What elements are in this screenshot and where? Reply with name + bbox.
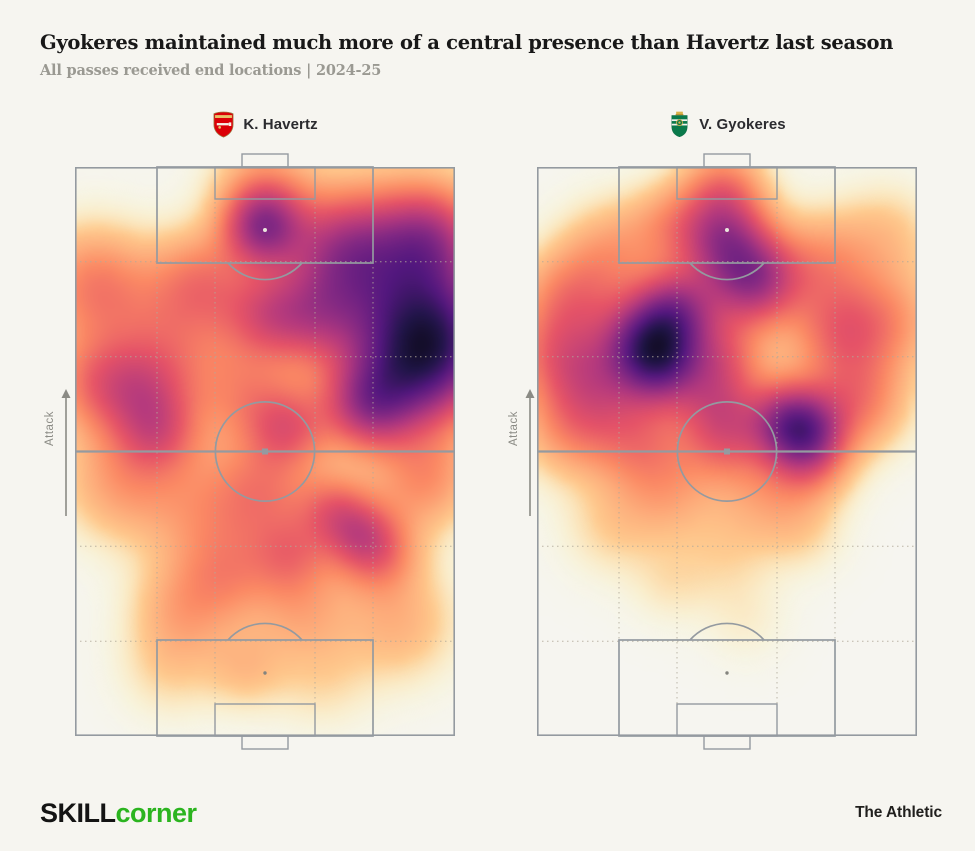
- havertz-header: K. Havertz: [75, 108, 455, 140]
- sporting-cp-crest-icon: [671, 111, 688, 137]
- attack-arrow-head: [61, 389, 71, 398]
- attack-indicator-right: Attack: [504, 388, 538, 520]
- havertz-label: K. Havertz: [243, 115, 318, 133]
- havertz-pitch-lines: [75, 153, 455, 750]
- gyokeres-header: V. Gyokeres: [537, 108, 917, 140]
- gyokeres-pitch: [537, 153, 917, 750]
- gyokeres-pitch-lines: [537, 153, 917, 750]
- skillcorner-logo: SKILLcorner: [40, 798, 197, 829]
- arsenal-crest-icon: [213, 111, 234, 138]
- chart-title: Gyokeres maintained much more of a centr…: [40, 31, 894, 54]
- gyokeres-label: V. Gyokeres: [699, 115, 786, 133]
- attack-arrow-head: [525, 389, 535, 398]
- attack-label: Attack: [44, 411, 56, 446]
- skillcorner-logo-skill: SKILL: [40, 798, 116, 828]
- the-athletic-credit: The Athletic: [855, 804, 942, 821]
- skillcorner-logo-corner: corner: [115, 798, 198, 828]
- attack-indicator-left: Attack: [40, 388, 74, 520]
- chart-subtitle: All passes received end locations | 2024…: [40, 62, 382, 79]
- havertz-pitch: [75, 153, 455, 750]
- attack-label: Attack: [508, 411, 520, 446]
